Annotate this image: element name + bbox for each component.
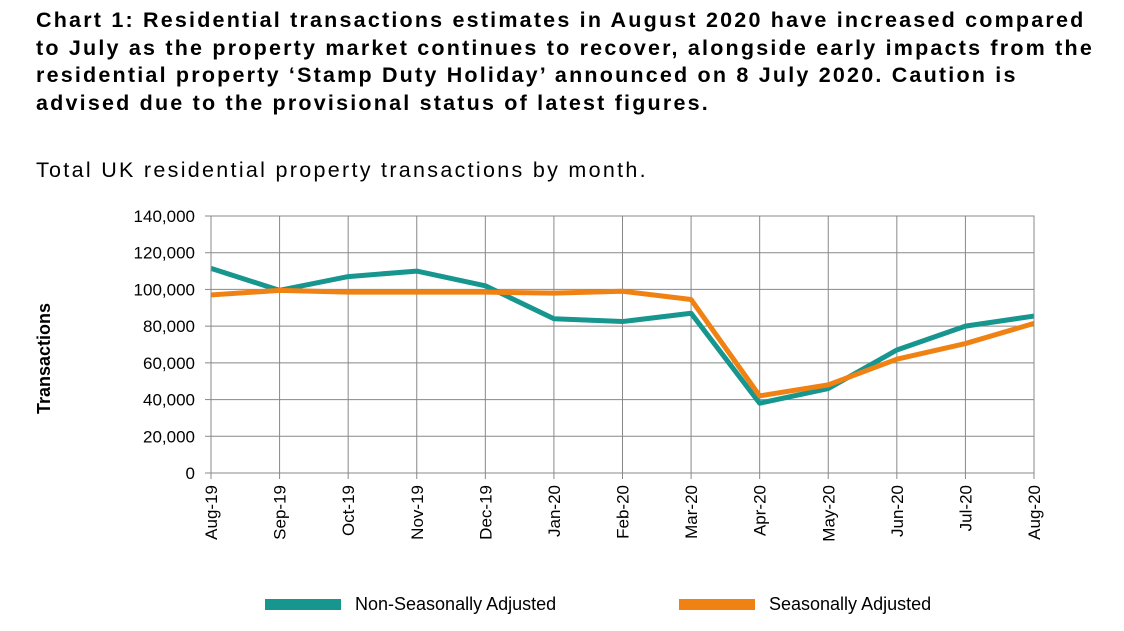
plot-area-frame — [210, 215, 1035, 474]
x-tick-label: Nov-19 — [408, 485, 427, 540]
legend-swatch-seasonally-adjusted — [679, 599, 755, 610]
line-chart: 0 20,000 40,000 60,000 80,000 100,000 120,000 1… — [34, 207, 1044, 542]
x-tick-label: Feb-20 — [614, 485, 633, 539]
x-tick-label: Sep-19 — [271, 485, 290, 540]
y-tick-label: 20,000 — [143, 427, 195, 446]
x-tick-label: Dec-19 — [476, 485, 495, 540]
x-tick-label: Aug-19 — [202, 485, 221, 540]
series-line-seasonally-adjusted — [210, 287, 1035, 399]
legend-item-seasonally-adjusted: Seasonally Adjusted — [679, 594, 931, 615]
legend-swatch-non-seasonally-adjusted — [265, 599, 341, 610]
x-tick-label: Mar-20 — [682, 485, 701, 539]
x-tick-label: Oct-19 — [339, 485, 358, 536]
legend: Non-Seasonally Adjusted Seasonally Adjus… — [0, 594, 1124, 618]
legend-label-seasonally-adjusted: Seasonally Adjusted — [769, 594, 932, 614]
y-tick-label: 40,000 — [143, 391, 195, 410]
gridlines — [211, 216, 1034, 473]
x-tick-label: Apr-20 — [751, 485, 770, 536]
y-tick-label: 80,000 — [143, 317, 195, 336]
x-tick-label: Jul-20 — [956, 485, 975, 531]
x-tick-label: Jan-20 — [545, 485, 564, 537]
x-tick-label: Jun-20 — [888, 485, 907, 537]
y-tick-label: 100,000 — [134, 280, 195, 299]
y-tick-label: 60,000 — [143, 354, 195, 373]
chart-subtitle: Total UK residential property transactio… — [36, 158, 648, 182]
y-axis-ticks: 0 20,000 40,000 60,000 80,000 100,000 120,000 1… — [134, 207, 211, 483]
series-line-non-seasonally-adjusted — [210, 265, 1035, 406]
legend-item-non-seasonally-adjusted: Non-Seasonally Adjusted — [265, 594, 556, 615]
chart-title: Chart 1: Residential transactions estima… — [36, 8, 1095, 115]
x-tick-label: Aug-20 — [1025, 485, 1044, 540]
y-tick-label: 140,000 — [134, 207, 195, 226]
y-tick-label: 120,000 — [134, 244, 195, 263]
series-lines — [210, 265, 1035, 406]
y-tick-label: 0 — [186, 464, 195, 483]
y-axis-title: Transactions — [34, 303, 54, 414]
x-axis-ticks: Aug-19 Sep-19 Oct-19 Nov-19 Dec-19 Jan-20 Feb-… — [202, 473, 1044, 542]
x-tick-label: May-20 — [819, 485, 838, 542]
legend-label-non-seasonally-adjusted: Non-Seasonally Adjusted — [355, 594, 557, 614]
